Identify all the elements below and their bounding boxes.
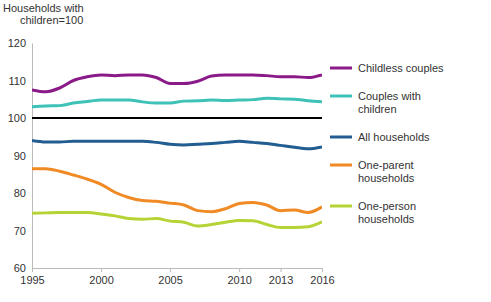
y-tick: 90 xyxy=(14,150,32,162)
y-tick: 70 xyxy=(14,225,32,237)
legend-label: All households xyxy=(358,131,430,143)
legend-label: Childless couples xyxy=(358,62,444,74)
x-tick-mark xyxy=(101,268,102,272)
chart-svg: 60 70 80 90 100 110 120 1995 2000 2005 2010 2013 201… xyxy=(0,0,491,302)
y-axis-line xyxy=(32,44,33,269)
text-line: households xyxy=(358,172,415,184)
x-tick-mark xyxy=(32,268,33,272)
legend-label: One-parenthouseholds xyxy=(358,159,415,184)
plot-area xyxy=(32,75,322,228)
y-tick-label: 80 xyxy=(14,187,26,199)
x-tick-label: 2010 xyxy=(227,274,251,286)
x-tick: 2013 xyxy=(269,268,293,286)
legend-item: One-personhouseholds xyxy=(330,200,416,225)
text-line: households xyxy=(358,213,415,225)
x-tick-mark xyxy=(239,268,240,272)
x-axis: 1995 2000 2005 2010 2013 2016 xyxy=(20,268,334,286)
text-line: Childless couples xyxy=(358,62,444,74)
text-line: Households with xyxy=(3,2,84,14)
y-tick-label: 90 xyxy=(14,150,26,162)
x-tick: 2016 xyxy=(310,268,334,286)
reference-line xyxy=(32,117,322,119)
x-tick-mark xyxy=(281,268,282,272)
x-tick-label: 1995 xyxy=(20,274,44,286)
text-line: All households xyxy=(358,131,430,143)
y-tick-label: 70 xyxy=(14,225,26,237)
y-tick: 120 xyxy=(8,37,32,49)
series-line xyxy=(32,75,322,92)
y-tick-label: 100 xyxy=(8,112,26,124)
x-tick-label: 2000 xyxy=(89,274,113,286)
x-tick-label: 2016 xyxy=(310,274,334,286)
y-tick: 80 xyxy=(14,187,32,199)
x-tick-mark xyxy=(322,268,323,272)
x-tick-mark xyxy=(170,268,171,272)
series-line xyxy=(32,141,322,149)
y-tick-label: 60 xyxy=(14,262,26,274)
x-tick: 1995 xyxy=(20,268,44,286)
legend-label: One-personhouseholds xyxy=(358,200,416,225)
text-line: One-parent xyxy=(358,159,414,171)
legend-swatch xyxy=(330,95,352,98)
legend-label: Couples withchildren xyxy=(358,90,421,115)
legend-swatch xyxy=(330,205,352,208)
text-line: Couples with xyxy=(358,90,421,102)
x-axis-line xyxy=(33,268,323,269)
x-tick: 2000 xyxy=(89,268,113,286)
x-tick-label: 2005 xyxy=(158,274,182,286)
y-tick-label: 110 xyxy=(8,75,26,87)
x-tick: 2005 xyxy=(158,268,182,286)
legend-item: Childless couples xyxy=(330,62,444,74)
legend-swatch xyxy=(330,136,352,139)
series-line xyxy=(32,98,322,107)
text-line: children xyxy=(358,103,397,115)
text-line: One-person xyxy=(358,200,416,212)
x-tick: 2010 xyxy=(227,268,251,286)
legend-item: All households xyxy=(330,131,430,143)
legend: Childless couples Couples withchildren All… xyxy=(330,62,444,225)
y-tick: 60 xyxy=(14,262,32,274)
legend-item: One-parenthouseholds xyxy=(330,159,415,184)
text-line: children=100 xyxy=(20,14,83,26)
y-axis-title: Households withchildren=100 xyxy=(3,2,84,26)
series-line xyxy=(32,169,322,213)
legend-item: Couples withchildren xyxy=(330,90,421,115)
series-line xyxy=(32,213,322,228)
x-tick-label: 2013 xyxy=(269,274,293,286)
legend-swatch xyxy=(330,164,352,167)
y-tick: 100 xyxy=(8,112,32,124)
y-tick: 110 xyxy=(8,75,32,87)
y-axis: 60 70 80 90 100 110 120 xyxy=(8,37,33,274)
chart-container: 60 70 80 90 100 110 120 1995 2000 2005 2010 2013 201… xyxy=(0,0,491,302)
y-tick-label: 120 xyxy=(8,37,26,49)
legend-swatch xyxy=(330,67,352,70)
